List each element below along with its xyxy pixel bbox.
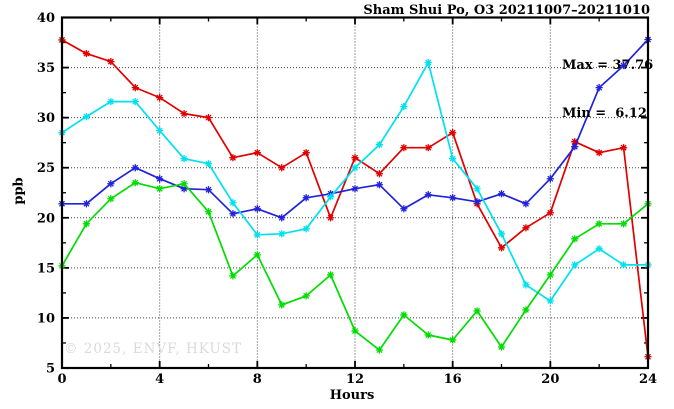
- series-green-path: [61, 181, 649, 351]
- x-tick-label: 24: [639, 372, 657, 387]
- x-tick-label: 0: [57, 372, 66, 387]
- x-tick-label: 12: [346, 372, 364, 387]
- y-axis-label: ppb: [11, 177, 27, 205]
- y-tick-label: 25: [37, 161, 55, 176]
- x-tick-label: 20: [541, 372, 559, 387]
- series-cyan-path: [61, 61, 648, 302]
- chart-title: Sham Shui Po, O3 20211007–20211010: [363, 3, 650, 18]
- watermark: © 2025, ENVF, HKUST: [64, 341, 243, 357]
- y-tick-label: 15: [37, 261, 55, 276]
- series-green-line: [58, 179, 652, 354]
- y-tick-label: 30: [37, 111, 55, 126]
- y-tick-label: 35: [37, 61, 55, 76]
- x-tick-label: 16: [444, 372, 462, 387]
- x-tick-label: 8: [253, 372, 262, 387]
- y-tick-label: 40: [37, 11, 55, 26]
- x-tick-label: 4: [155, 372, 164, 387]
- series-green-markers: [58, 179, 652, 354]
- y-tick-label: 10: [37, 311, 55, 326]
- max-min-annotation: Max = 37.76 Min = 6.12: [562, 26, 653, 154]
- min-value-label: Min = 6.12: [562, 106, 647, 121]
- grid-lines: [62, 17, 648, 368]
- max-value-label: Max = 37.76: [562, 58, 654, 73]
- y-tick-label: 20: [37, 211, 55, 226]
- x-axis-label: Hours: [329, 388, 375, 403]
- y-tick-label: 5: [46, 362, 55, 377]
- tick-labels: 5 10 15 20 25 30 35 40 0 4 8 12 16 20 24: [37, 11, 657, 387]
- plot-border: [60, 16, 650, 370]
